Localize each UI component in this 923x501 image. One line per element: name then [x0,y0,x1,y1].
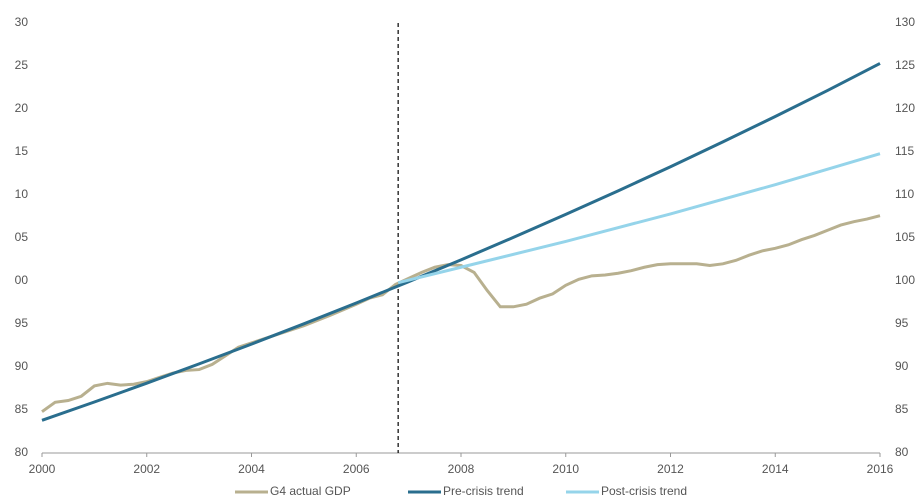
x-tick-label: 2002 [133,462,160,476]
y2-tick-label: 85 [895,402,909,416]
y2-tick-label: 120 [895,101,915,115]
y-tick-label: 25 [15,58,29,72]
x-tick-label: 2000 [29,462,56,476]
y-tick-label: 15 [15,144,29,158]
y-tick-label: 05 [15,230,29,244]
y2-tick-label: 80 [895,445,909,459]
x-tick-label: 2004 [238,462,265,476]
y2-tick-label: 90 [895,359,909,373]
x-tick-label: 2012 [657,462,684,476]
x-tick-label: 2010 [552,462,579,476]
series-line [41,62,881,422]
y-tick-label: 30 [15,15,29,29]
y-tick-label: 00 [15,273,29,287]
y2-tick-label: 95 [895,316,909,330]
legend-label: G4 actual GDP [270,484,351,498]
y-tick-label: 20 [15,101,29,115]
y-tick-label: 95 [15,316,29,330]
y2-tick-label: 105 [895,230,915,244]
y2-tick-label: 125 [895,58,915,72]
y2-tick-label: 100 [895,273,915,287]
legend-label: Pre-crisis trend [443,484,524,498]
y-tick-label: 90 [15,359,29,373]
x-tick-label: 2016 [867,462,894,476]
y-tick-label: 80 [15,445,29,459]
x-tick-label: 2008 [448,462,475,476]
series-line [397,152,881,285]
x-tick-label: 2006 [343,462,370,476]
y2-tick-label: 110 [895,187,914,201]
y-tick-label: 85 [15,402,29,416]
y2-tick-label: 115 [895,144,914,158]
x-tick-label: 2014 [762,462,789,476]
y2-tick-label: 130 [895,15,915,29]
y-tick-label: 10 [15,187,29,201]
series-line [41,214,881,413]
legend-label: Post-crisis trend [601,484,687,498]
